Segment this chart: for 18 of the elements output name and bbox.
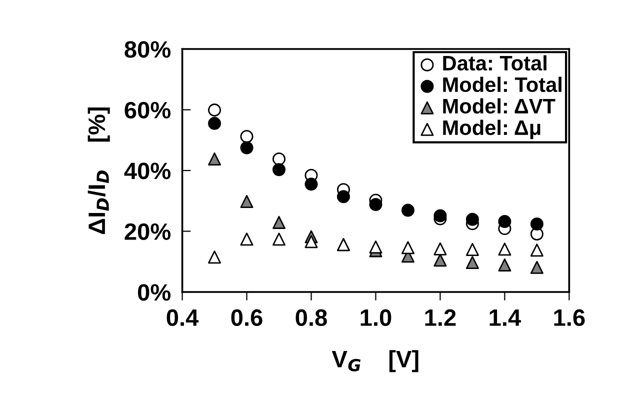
legend-label: Data: Total xyxy=(443,55,546,71)
y-tick-label: 40% xyxy=(124,162,171,180)
x-tick-label: 1.4 xyxy=(490,310,521,326)
x-tick-label: 1.2 xyxy=(425,309,456,326)
y-tick-label: 0% xyxy=(138,284,171,301)
y-tick-label: 60% xyxy=(124,102,171,119)
text: ΔI$_{D}$/I$_{D}$ [%] xyxy=(88,107,110,234)
y-tick-label: 20% xyxy=(124,223,171,240)
legend-label: Model: Δμ xyxy=(443,120,540,140)
x-tick-label: 0.4 xyxy=(166,309,199,326)
x-tick-label: 1.6 xyxy=(554,309,585,326)
y-tick-label: 80% xyxy=(124,41,171,58)
x-tick-label: 1.0 xyxy=(360,309,392,326)
x-tick-label: 0.8 xyxy=(296,309,327,326)
legend-label: Model: Total xyxy=(443,76,562,92)
x-tick-label: 0.6 xyxy=(231,309,262,326)
text: V$_{G}$ [V] xyxy=(332,350,418,372)
legend-label: Model: ΔVT xyxy=(443,98,556,114)
